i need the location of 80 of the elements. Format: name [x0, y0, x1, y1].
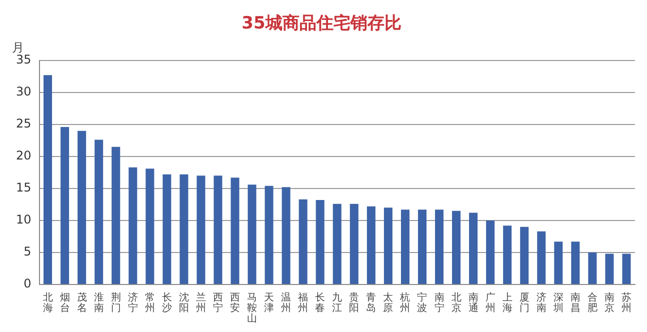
x-tick-label: 茂名: [76, 291, 87, 314]
bar: [605, 254, 614, 284]
x-tick-label: 淮南: [94, 291, 104, 314]
bar: [384, 208, 392, 284]
bar: [366, 206, 376, 284]
y-tick-label: 30: [16, 84, 32, 99]
x-tick-label: 厦门: [519, 292, 530, 314]
x-tick-label: 南京: [604, 291, 614, 314]
bar: [571, 242, 580, 284]
x-tick-label: 杭州: [399, 291, 410, 314]
x-tick-label: 九江: [332, 291, 342, 314]
x-tick-label: 青岛: [366, 291, 376, 314]
bar: [588, 252, 597, 284]
x-tick-label: 荆门: [110, 291, 121, 314]
x-tick-label: 烟台: [60, 291, 70, 314]
x-tick-label: 南通: [468, 291, 478, 314]
x-tick-label: 济南: [536, 291, 546, 314]
x-tick-label: 济宁: [128, 291, 138, 314]
bar: [350, 204, 358, 284]
x-tick-label: 太原: [383, 291, 394, 314]
bar: [196, 176, 206, 284]
bar: [78, 130, 86, 284]
x-tick-label: 苏州: [621, 291, 632, 314]
x-tick-label: 兰州: [196, 291, 206, 314]
x-tick-label: 福州: [298, 291, 308, 314]
x-tick-label: 西宁: [212, 292, 223, 314]
bar: [282, 187, 290, 284]
bar: [94, 140, 104, 284]
bar: [230, 178, 240, 284]
x-tick-label: 北京: [451, 291, 462, 314]
bar: [128, 167, 138, 284]
bar: [180, 174, 188, 284]
bar: [162, 174, 172, 284]
x-tick-label: 长春: [315, 291, 326, 314]
x-tick-label: 上海: [502, 291, 512, 314]
bar: [44, 75, 52, 284]
x-tick-label: 合肥: [587, 291, 598, 314]
bar: [112, 146, 120, 284]
y-tick-label: 15: [16, 180, 32, 195]
x-tick-label: 西安: [230, 292, 240, 314]
bar: [146, 168, 154, 284]
x-tick-label: 温州: [281, 291, 292, 314]
x-tick-label: 南昌: [570, 291, 580, 314]
bar: [486, 220, 495, 284]
x-tick-label: 常州: [144, 291, 155, 314]
bar: [332, 204, 342, 284]
bar: [435, 210, 444, 284]
y-tick-label: 25: [16, 116, 32, 131]
y-tick-label: 5: [24, 244, 32, 259]
bar: [537, 231, 546, 284]
bar: [400, 210, 410, 284]
x-tick-label: 马鞍山: [247, 292, 258, 324]
bar: [520, 226, 529, 284]
bar: [554, 242, 563, 284]
bar: [316, 200, 324, 284]
bar: [622, 254, 631, 284]
y-tick-label: 10: [16, 212, 32, 227]
x-tick-label: 贵阳: [349, 291, 360, 314]
x-tick-label: 长沙: [162, 291, 172, 314]
bar: [418, 210, 426, 284]
bar: [452, 210, 461, 284]
x-tick-label: 广州: [485, 291, 496, 314]
x-tick-label: 深圳: [552, 291, 564, 314]
bar: [469, 212, 478, 284]
x-tick-label: 北海: [42, 291, 53, 314]
bar: [264, 186, 274, 284]
y-axis-title: 月: [12, 40, 24, 55]
bar: [503, 226, 512, 284]
bar: [248, 184, 256, 284]
y-tick-label: 0: [24, 276, 32, 291]
y-tick-label: 35: [16, 52, 32, 67]
y-tick-label: 20: [16, 148, 32, 163]
bar: [60, 126, 70, 284]
chart-title: 35城商品住宅销存比: [242, 14, 402, 34]
x-tick-label: 天津: [264, 292, 274, 314]
x-tick-label: 南宁: [434, 291, 444, 314]
x-tick-label: 沈阳: [178, 291, 189, 314]
x-tick-label: 宁波: [417, 291, 428, 314]
bar: [214, 176, 222, 284]
bar: [298, 199, 308, 284]
